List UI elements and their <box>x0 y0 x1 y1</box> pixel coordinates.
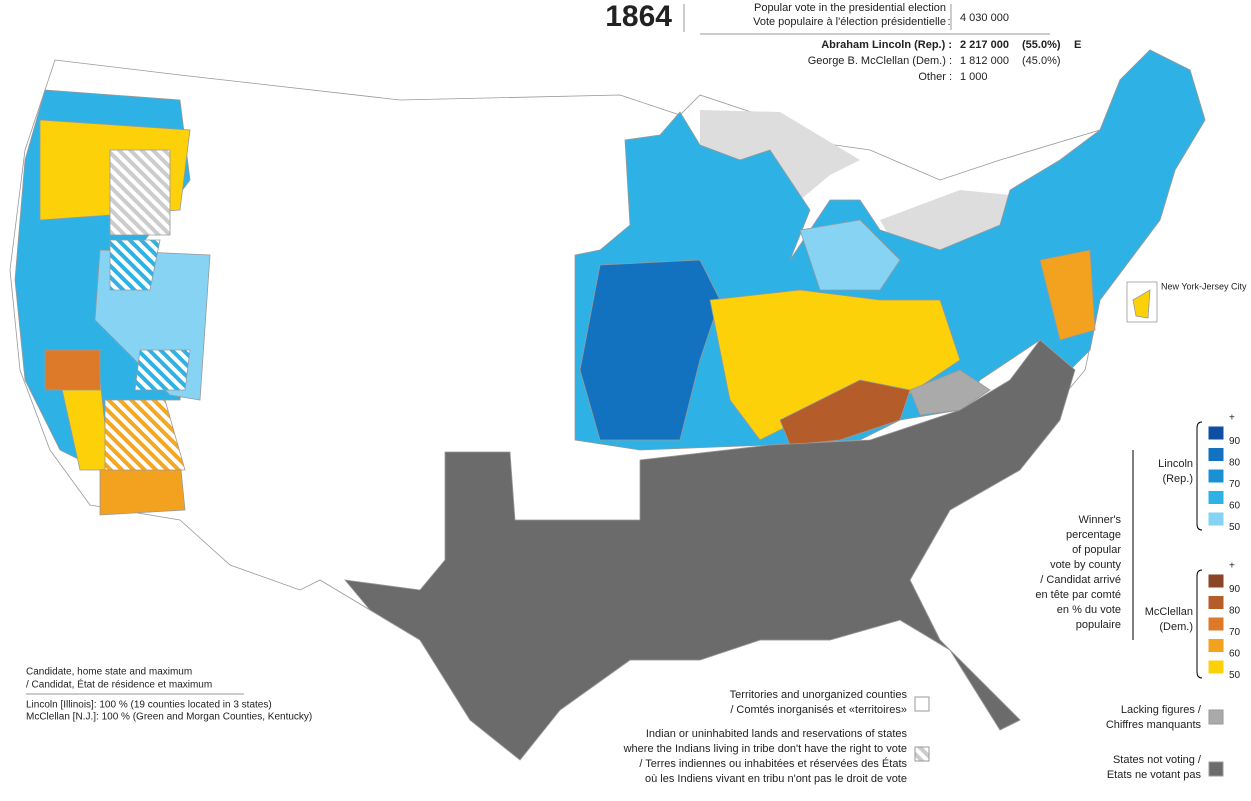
legend-swatch <box>1207 511 1225 527</box>
legend-tick: + <box>1229 413 1235 424</box>
legend-tick: 70 <box>1229 479 1241 490</box>
legend-swatch <box>1207 573 1225 589</box>
legend-brace <box>1196 569 1203 679</box>
notes-line: Lincoln [Illinois]: 100 % (19 counties l… <box>26 700 272 711</box>
votes: 1 812 000 <box>960 55 1009 67</box>
candidate: George B. McClellan (Dem.) : <box>808 55 952 67</box>
legend-text: Etats ne votant pas <box>1107 769 1202 781</box>
legend-tick: 80 <box>1229 606 1241 617</box>
total-label: Popular vote in the presidential electio… <box>754 2 946 14</box>
legend-swatch <box>1207 447 1225 462</box>
dem-yellow <box>709 289 961 441</box>
lincoln-dark <box>579 259 721 441</box>
legend-text: / Comtés inorganisés et «territoires» <box>730 704 907 716</box>
legend-tick: 80 <box>1229 458 1241 469</box>
total-label: Vote populaire à l'élection présidentiel… <box>753 16 946 28</box>
total: 4 030 000 <box>960 12 1009 24</box>
lacking <box>909 369 991 416</box>
legend-tick: 70 <box>1229 627 1241 638</box>
percent: (45.0%) <box>1022 55 1061 67</box>
legend-box <box>914 746 930 762</box>
legend-swatch <box>1207 659 1225 675</box>
legend-caption: en % du vote <box>1057 604 1121 616</box>
notes-title: Candidate, home state and maximum <box>26 667 192 678</box>
legend-caption: populaire <box>1076 619 1121 631</box>
inset-label: New York-Jersey City <box>1161 281 1247 291</box>
percent: (55.0%) <box>1022 39 1061 51</box>
notes-line: McClellan [N.J.]: 100 % (Green and Morga… <box>26 712 312 723</box>
legend-box <box>1208 709 1224 725</box>
votes: 2 217 000 <box>960 39 1009 51</box>
legend-swatch <box>1207 468 1225 484</box>
legend-label: Lincoln <box>1158 458 1193 470</box>
candidate: Other : <box>918 71 952 83</box>
legend-tick: 60 <box>1229 501 1241 512</box>
indian-lands <box>109 239 161 291</box>
legend-caption: Winner's <box>1079 514 1122 526</box>
year: 1864 <box>605 0 672 33</box>
great-lakes <box>880 190 1010 255</box>
indian-lands <box>109 149 171 236</box>
legend-caption: vote by county <box>1050 559 1121 571</box>
pacific-orange <box>44 349 101 391</box>
legend-swatch <box>1207 616 1225 632</box>
results: Abraham Lincoln (Rep.) : 2 217 000 (55.0%)… <box>808 39 1082 83</box>
inset-shape <box>1132 289 1151 319</box>
legend-text: Chiffres manquants <box>1106 719 1202 731</box>
legend-tick: 50 <box>1229 522 1241 533</box>
legend-caption: / Candidat arrivé <box>1040 574 1121 586</box>
notes-title: / Candidat, État de résidence et maximum <box>26 678 212 691</box>
legend-caption: en tête par comté <box>1035 589 1121 601</box>
map-shapes <box>9 49 1206 761</box>
legend-tick: + <box>1229 561 1235 572</box>
legend-tick: 50 <box>1229 670 1241 681</box>
legend-text: where the Indians living in tribe don't … <box>623 743 907 755</box>
legend: New York-Jersey City +90 80 70 60 50 Lincoln (R… <box>623 281 1247 785</box>
electoral-mark: E <box>1074 39 1081 51</box>
legend-tick: 90 <box>1229 584 1241 595</box>
legend-label: (Rep.) <box>1162 473 1193 485</box>
legend-box <box>1208 761 1224 777</box>
not-voting-south <box>344 339 1076 761</box>
legend-swatch <box>1207 638 1225 653</box>
legend-label: McClellan <box>1145 606 1193 618</box>
candidate: Abraham Lincoln (Rep.) : <box>821 39 952 51</box>
legend-label: (Dem.) <box>1159 621 1193 633</box>
legend-text: States not voting / <box>1113 754 1202 766</box>
legend-tick: 90 <box>1229 436 1241 447</box>
notes: Candidate, home state and maximum/ Candi… <box>26 667 312 723</box>
legend-caption: percentage <box>1066 529 1121 541</box>
total-sep: : <box>947 16 950 28</box>
dem-orange <box>1039 249 1096 341</box>
legend-swatch <box>1207 425 1225 441</box>
lincoln-light <box>799 219 901 291</box>
legend-swatch <box>1207 490 1225 505</box>
legend-tick: 60 <box>1229 649 1241 660</box>
indian-lands <box>104 399 186 471</box>
legend-text: / Terres indiennes ou inhabitées et rése… <box>639 757 907 770</box>
legend-text: Territories and unorganized counties <box>730 689 908 701</box>
legend-box <box>914 696 930 712</box>
indian-lands <box>134 349 191 391</box>
legend-text: Lacking figures / <box>1121 704 1202 716</box>
legend-text: Indian or uninhabited lands and reservat… <box>646 728 908 740</box>
votes: 1 000 <box>960 71 988 83</box>
legend-brace <box>1196 421 1203 531</box>
legend-text: où les Indiens vivant en tribu n'ont pas… <box>645 773 907 785</box>
legend-caption: of popular <box>1072 544 1121 556</box>
legend-swatch <box>1207 595 1225 610</box>
